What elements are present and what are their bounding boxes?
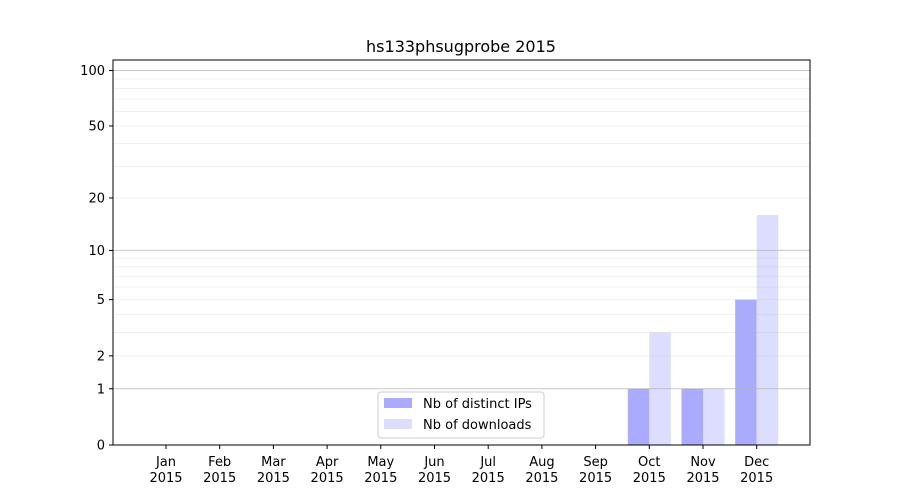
x-tick-label: Nov 2015 — [686, 455, 719, 486]
x-tick-label: Sep 2015 — [579, 455, 612, 486]
y-tick-label: 0 — [97, 439, 105, 454]
legend-box — [377, 391, 545, 439]
bar-distinct-ips — [735, 299, 757, 445]
legend-swatch — [384, 398, 412, 408]
y-tick-label: 2 — [97, 349, 105, 364]
x-tick-label: Jul 2015 — [472, 455, 505, 486]
x-tick-label: Jun 2015 — [418, 455, 451, 486]
legend-label: Nb of downloads — [423, 418, 532, 433]
y-tick-label: 5 — [97, 293, 105, 308]
chart-title: hs133phsugprobe 2015 — [366, 37, 556, 56]
x-tick-label: Apr 2015 — [311, 455, 344, 486]
x-tick-label: Mar 2015 — [257, 455, 290, 486]
x-tick-label: May 2015 — [364, 455, 397, 486]
x-tick-label: Oct 2015 — [633, 455, 666, 486]
y-tick-label: 1 — [97, 382, 105, 397]
y-tick-label: 50 — [88, 119, 105, 134]
x-tick-label: Feb 2015 — [203, 455, 236, 486]
bar-distinct-ips — [627, 388, 650, 445]
y-tick-label: 100 — [80, 64, 105, 79]
x-tick-label: Aug 2015 — [525, 455, 558, 486]
y-tick-label: 20 — [88, 191, 105, 206]
y-tick-label: 10 — [88, 244, 105, 259]
x-tick-label: Jan 2015 — [149, 455, 182, 486]
bar-distinct-ips — [681, 388, 703, 445]
bar-downloads — [756, 215, 779, 445]
legend-label: Nb of distinct IPs — [423, 397, 532, 412]
plot-frame — [112, 59, 811, 446]
legend-swatch — [384, 419, 412, 429]
legend: Nb of distinct IPs Nb of downloads — [377, 391, 545, 439]
x-tick-label: Dec 2015 — [740, 455, 773, 486]
bar-downloads — [703, 388, 725, 445]
